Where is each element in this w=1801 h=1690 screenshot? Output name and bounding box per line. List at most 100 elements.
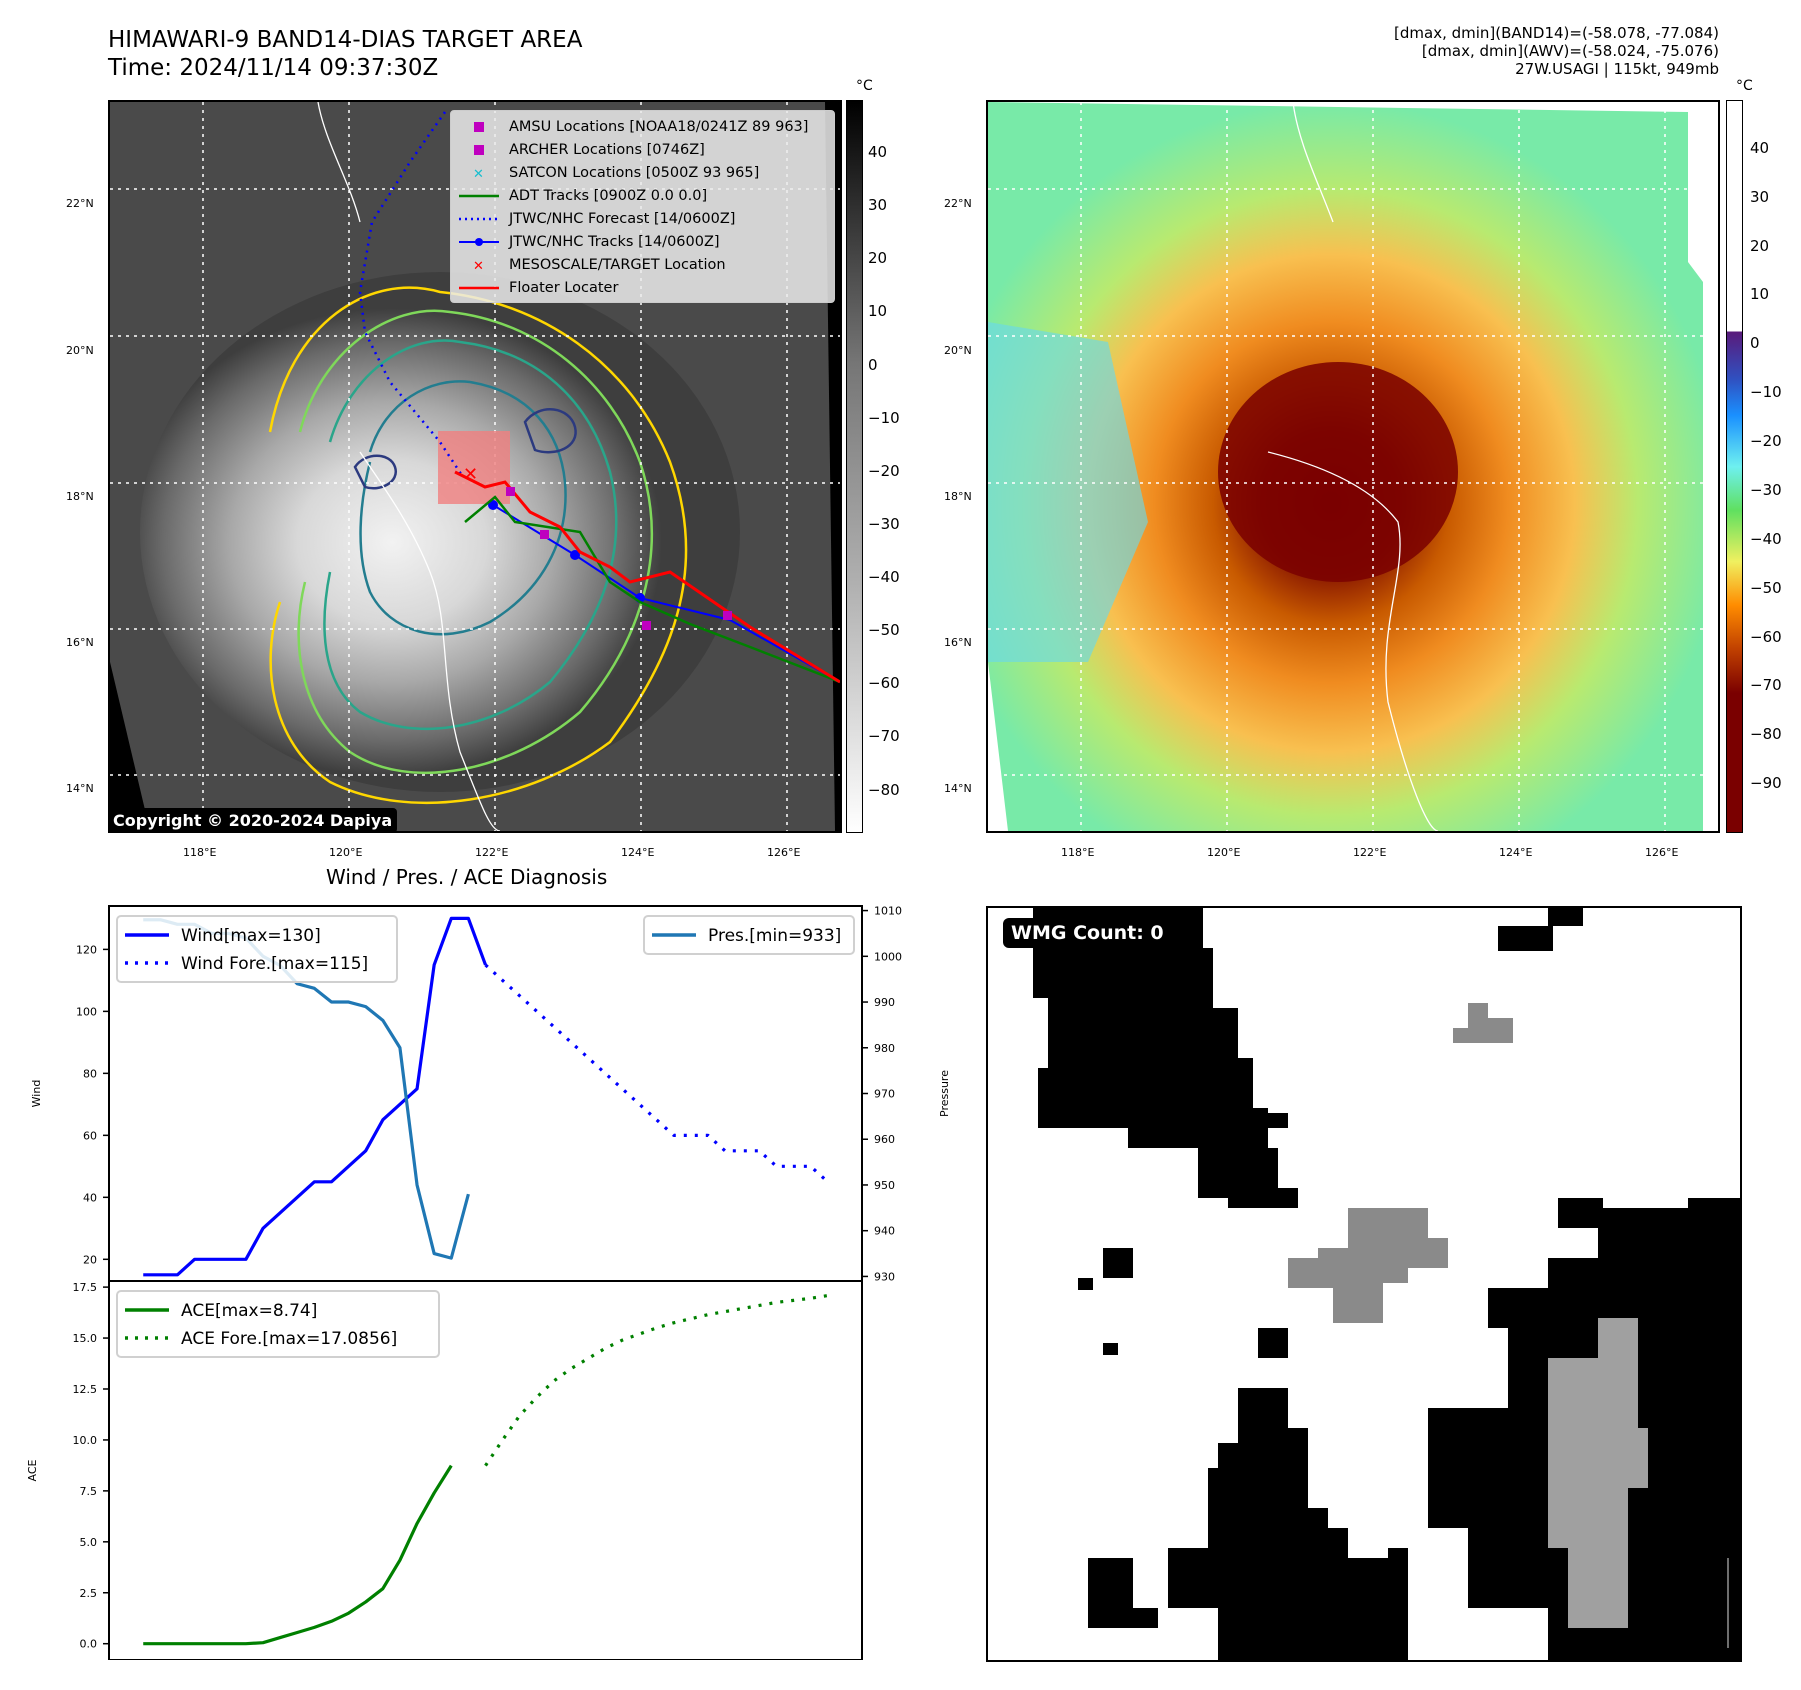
- archer-marker: [642, 621, 651, 630]
- coastline: [1267, 102, 1439, 831]
- wmg-gray-region: [1548, 1318, 1648, 1628]
- colorbar-tick: −20: [1750, 432, 1782, 451]
- pressure-tick-label: 980: [874, 1042, 895, 1055]
- wmg-panel[interactable]: [986, 906, 1742, 1662]
- ace-tick-label: 7.5: [80, 1485, 98, 1498]
- lon-label: 122°E: [475, 846, 509, 859]
- legend-symbol-icon: ✕: [457, 259, 501, 271]
- awv-colorbar: [1726, 100, 1743, 833]
- legend-item: Floater Locater: [457, 276, 828, 299]
- wind-legend-label: Wind Fore.[max=115]: [181, 954, 368, 974]
- title-line-1: HIMAWARI-9 BAND14-DIAS TARGET AREA: [108, 27, 583, 53]
- wmg-count-badge: WMG Count: 0: [1003, 918, 1172, 948]
- gridlines: [988, 102, 1718, 831]
- colorbar-tick: −10: [1750, 383, 1782, 402]
- colorbar-tick: 30: [868, 196, 888, 215]
- map-legend: AMSU Locations [NOAA18/0241Z 89 963] ARCH…: [450, 110, 835, 303]
- pressure-tick-label: 1010: [874, 905, 902, 918]
- ace-axis-label: ACE: [26, 1459, 39, 1481]
- lon-label: 124°E: [621, 846, 655, 859]
- wind-tick-label: 120: [76, 943, 97, 956]
- colorbar-tick: 40: [868, 143, 888, 162]
- colorbar-tick: −60: [868, 674, 900, 693]
- pressure-tick-label: 950: [874, 1179, 895, 1192]
- lon-label: 122°E: [1353, 846, 1387, 859]
- diagnosis-chart: 120 100 80 60 40 20 1010 1000 990 980 970 960 950 940…: [26, 905, 951, 1660]
- colorbar-unit: °C: [856, 78, 873, 94]
- wmg-black-region: [1558, 1198, 1603, 1228]
- colorbar-tick: 20: [868, 249, 888, 268]
- legend-label: MESOSCALE/TARGET Location: [509, 256, 726, 273]
- legend-symbol-icon: ✕: [457, 167, 501, 179]
- legend-item: JTWC/NHC Tracks [14/0600Z]: [457, 230, 828, 253]
- colorbar-tick: −60: [1750, 627, 1782, 646]
- wmg-black-region: [1548, 908, 1583, 926]
- legend-label: SATCON Locations [0500Z 93 965]: [509, 164, 760, 181]
- colorbar-unit: °C: [1736, 78, 1753, 94]
- pressure-tick-label: 960: [874, 1133, 895, 1146]
- contour-navy: [353, 454, 397, 490]
- lat-label: 22°N: [66, 197, 94, 210]
- wind-legend-label: Wind[max=130]: [181, 926, 321, 946]
- legend-symbol-icon: [457, 236, 501, 248]
- wmg-gray-region: [1453, 1003, 1513, 1043]
- lon-label: 118°E: [183, 846, 217, 859]
- lon-label: 124°E: [1499, 846, 1533, 859]
- legend-item: AMSU Locations [NOAA18/0241Z 89 963]: [457, 115, 828, 138]
- colorbar-tick: 20: [1750, 236, 1770, 255]
- wmg-canvas: [1033, 908, 1740, 1660]
- ace-tick-label: 0.0: [80, 1638, 98, 1651]
- legend-label: JTWC/NHC Forecast [14/0600Z]: [509, 210, 736, 227]
- lat-label: 16°N: [66, 636, 94, 649]
- legend-label: ARCHER Locations [0746Z]: [509, 141, 705, 158]
- ace-forecast-line: [484, 1293, 829, 1467]
- jtwc-track-point: [570, 550, 580, 560]
- wind-axis-label: Wind: [30, 1080, 43, 1108]
- colorbar-tick: −30: [868, 514, 900, 533]
- pressure-tick-label: 930: [874, 1270, 895, 1283]
- colorbar-tick: 0: [1750, 334, 1760, 353]
- ace-tick-label: 15.0: [73, 1332, 98, 1345]
- wind-tick-label: 60: [83, 1129, 97, 1142]
- archer-marker: [540, 530, 549, 539]
- wind-legend: [116, 915, 398, 983]
- stats-block: [dmax, dmin](BAND14)=(-58.078, -77.084) …: [1394, 24, 1719, 78]
- amsu-marker: [506, 487, 515, 496]
- ace-tick-label: 5.0: [80, 1536, 98, 1549]
- lon-label: 120°E: [329, 846, 363, 859]
- legend-item: ARCHER Locations [0746Z]: [457, 138, 828, 161]
- pressure-legend-label: Pres.[min=933]: [708, 926, 841, 946]
- colorbar-tick: −30: [1750, 480, 1782, 499]
- contour-yellow: [268, 286, 688, 804]
- adt-track: [464, 495, 840, 684]
- ace-tick-label: 10.0: [73, 1434, 98, 1447]
- ace-tick-label: 2.5: [80, 1587, 98, 1600]
- ir-map-panel[interactable]: ✕ AMSU Locations [NOAA18/0241Z 89 963] AR…: [108, 100, 842, 833]
- lon-label: 126°E: [1645, 846, 1679, 859]
- pressure-tick-label: 1000: [874, 950, 902, 963]
- wind-tick-label: 100: [76, 1005, 97, 1018]
- pressure-legend: [643, 915, 855, 955]
- floater-locater-track: [454, 470, 840, 684]
- colorbar-tick: −70: [1750, 676, 1782, 695]
- wmg-gray-region: [1288, 1208, 1448, 1323]
- ace-legend-label: ACE[max=8.74]: [181, 1301, 317, 1321]
- colorbar-tick: 10: [1750, 285, 1770, 304]
- lon-label: 126°E: [767, 846, 801, 859]
- coastline: [317, 102, 501, 831]
- wmg-black-region: [1498, 926, 1553, 951]
- awv-map-panel[interactable]: [986, 100, 1720, 833]
- title-time: Time: 2024/11/14 09:37:30Z: [108, 55, 439, 81]
- legend-item: JTWC/NHC Forecast [14/0600Z]: [457, 207, 828, 230]
- legend-symbol-icon: [457, 144, 501, 156]
- diagnosis-title: Wind / Pres. / ACE Diagnosis: [326, 865, 608, 889]
- mesoscale-target-marker: ✕: [463, 464, 478, 485]
- svg-text:✕: ✕: [473, 167, 484, 179]
- storm-info: 27W.USAGI | 115kt, 949mb: [1515, 60, 1719, 78]
- legend-item: ✕ MESOSCALE/TARGET Location: [457, 253, 828, 276]
- lat-label: 14°N: [66, 782, 94, 795]
- colorbar-tick: 0: [868, 355, 878, 374]
- colorbar-tick: −80: [868, 780, 900, 799]
- wmg-black-region: [1103, 1343, 1118, 1355]
- pressure-tick-label: 940: [874, 1225, 895, 1238]
